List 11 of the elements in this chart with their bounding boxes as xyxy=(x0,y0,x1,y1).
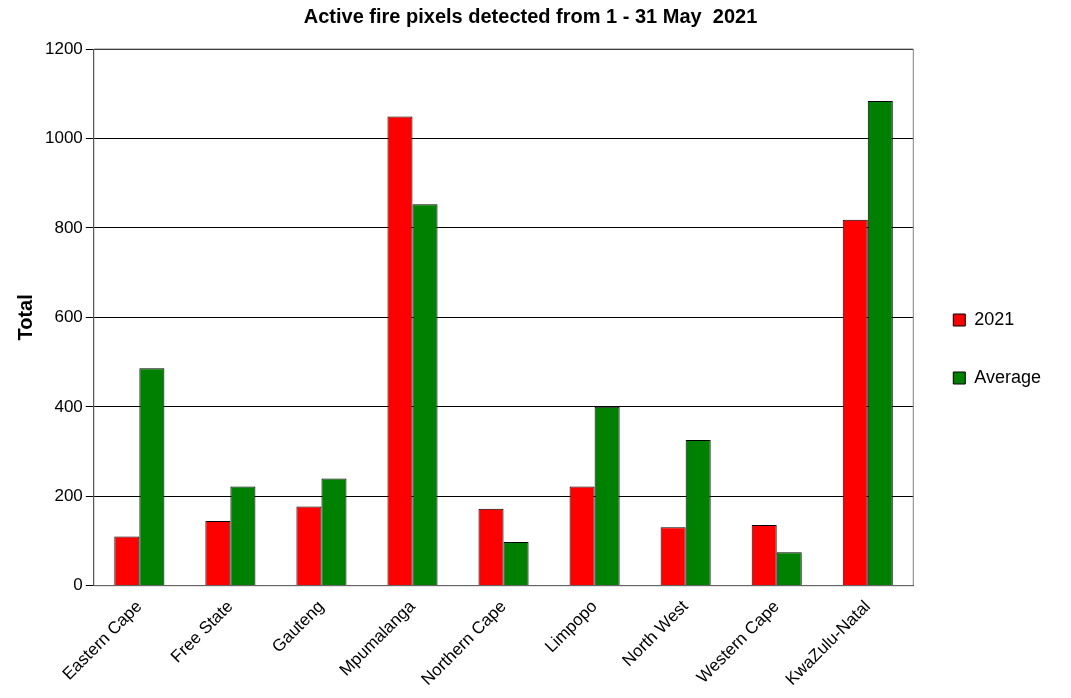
y-tick-label: 1200 xyxy=(44,38,83,58)
y-tick-label: 800 xyxy=(54,217,83,237)
y-tick-label: 0 xyxy=(73,575,83,595)
y-tick-label: 400 xyxy=(54,396,83,416)
y-tick-label: 600 xyxy=(54,307,83,327)
y-axis-title: Total xyxy=(13,294,36,341)
y-tick-label: 200 xyxy=(54,485,83,505)
legend-label: 2021 xyxy=(974,308,1015,329)
legend-label: Average xyxy=(974,366,1041,387)
chart-title: Active fire pixels detected from 1 - 31 May 2021 xyxy=(303,4,758,27)
y-tick-label: 1000 xyxy=(44,128,83,148)
